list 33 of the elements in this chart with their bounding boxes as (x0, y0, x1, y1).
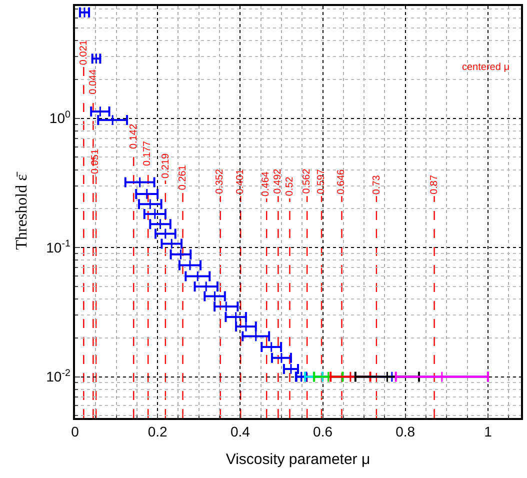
point (175, 248, 186, 260)
x-tick-label: 1 (484, 424, 492, 440)
y-axis-title: Threshold ε̄ (14, 171, 31, 250)
annotation: 0.352 (214, 168, 226, 194)
annotation: 0.401 (234, 168, 246, 194)
annotation: 0.492 (272, 168, 284, 194)
annotation: 0.73 (371, 174, 382, 195)
x-tick-label: 0 (71, 424, 80, 440)
annotation: centered μ (462, 62, 510, 73)
x-tick-label: 0.6 (313, 424, 333, 440)
point (276, 352, 288, 364)
y-tick-label: 10$^{0}$ (49, 109, 71, 126)
point (154, 218, 166, 230)
x-tick-label: 0.2 (148, 424, 168, 440)
annotation: 0.52 (284, 176, 296, 196)
x-tick-label: 0.8 (396, 424, 416, 440)
annotation: 0.051 (90, 148, 102, 174)
annotation: 0.464 (260, 171, 272, 197)
annotation: 0.87 (429, 174, 440, 194)
annotation: 0.646 (336, 168, 348, 194)
x-axis-title: Viscosity parameter μ (226, 451, 370, 468)
annotation: 0.044 (88, 68, 99, 94)
annotation: 0.597 (316, 168, 327, 194)
annotation: 0.021 (78, 40, 90, 66)
annotation: 0.562 (301, 168, 312, 194)
annotation: 0.177 (142, 140, 154, 166)
annotation: 0.219 (160, 153, 172, 178)
y-tick-label: 10$^{-1}$ (46, 238, 70, 256)
point (144, 198, 156, 210)
annotation: 0.261 (177, 164, 188, 190)
y-tick-label: 10$^{-2}$ (46, 368, 70, 385)
annotation: 0.142 (128, 124, 140, 150)
x-tick-label: 0.4 (230, 424, 250, 440)
